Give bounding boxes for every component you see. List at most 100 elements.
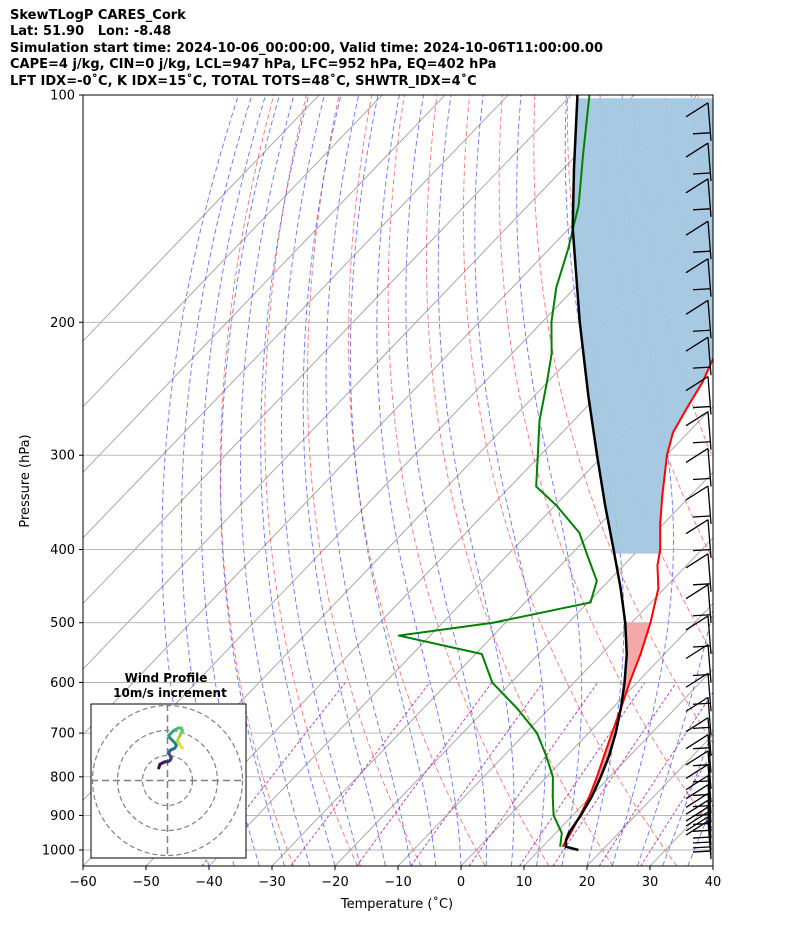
mixing-ratio-line — [468, 682, 599, 866]
moist-adiabat — [240, 95, 311, 866]
y-tick-label: 200 — [50, 316, 75, 331]
isotherm — [460, 602, 713, 866]
isotherm — [712, 865, 713, 866]
x-tick-label: 0 — [457, 875, 465, 890]
moist-adiabat — [349, 95, 437, 866]
isotherm — [334, 471, 713, 866]
x-tick-label: 40 — [705, 875, 722, 890]
y-tick-label: 500 — [50, 616, 75, 631]
y-axis-label: Pressure (hPa) — [18, 434, 33, 527]
wind-barb — [685, 299, 712, 339]
wind-barb — [685, 258, 712, 297]
y-tick-label: 900 — [50, 809, 75, 824]
hodograph-segment — [178, 744, 184, 750]
x-tick-label: −30 — [258, 875, 285, 890]
wind-barb — [685, 763, 712, 803]
x-tick-label: −10 — [384, 875, 411, 890]
moist-adiabat — [376, 95, 462, 866]
x-tick-label: 30 — [642, 875, 659, 890]
x-tick-label: 20 — [579, 875, 596, 890]
wind-barb — [685, 792, 712, 832]
moist-adiabat — [161, 95, 239, 866]
isotherm — [83, 95, 635, 670]
moist-adiabat — [260, 95, 336, 866]
dry-adiabat — [348, 95, 486, 866]
wind-barb — [685, 734, 712, 773]
y-tick-label: 1000 — [42, 844, 75, 859]
wind-barb — [685, 447, 712, 487]
y-tick-label: 100 — [50, 89, 75, 104]
x-tick-label: −40 — [195, 875, 222, 890]
mixing-ratio-line — [290, 682, 431, 866]
wind-barb — [685, 102, 712, 141]
isotherm — [83, 95, 383, 408]
wind-barb — [685, 784, 712, 823]
parcel-profile — [564, 95, 628, 852]
dry-adiabat — [533, 95, 713, 745]
isotherm — [83, 95, 446, 473]
dry-adiabat — [632, 95, 713, 460]
wind-barb — [685, 178, 712, 217]
x-axis-label: Temperature (˚C) — [340, 896, 453, 912]
dry-adiabat — [425, 95, 614, 866]
dry-adiabat — [307, 95, 422, 866]
x-tick-label: −60 — [69, 875, 96, 890]
cin-area — [572, 98, 713, 554]
moist-adiabat — [200, 95, 266, 866]
isotherm — [397, 537, 713, 866]
moist-adiabat — [281, 95, 361, 866]
moist-adiabat — [220, 95, 286, 866]
moist-adiabat — [437, 95, 515, 866]
moist-adiabat — [738, 95, 794, 866]
y-tick-label: 300 — [50, 449, 75, 464]
moist-adiabat — [516, 95, 583, 866]
indices-line: LFT IDX=-0˚C, K IDX=15˚C, TOTAL TOTS=48˚… — [10, 73, 477, 89]
wind-barb — [685, 750, 712, 789]
wind-barb — [685, 411, 712, 450]
isotherm — [145, 274, 713, 866]
mixing-ratio-line — [356, 682, 493, 866]
isotherm — [776, 95, 794, 866]
wind-barb — [685, 553, 712, 592]
hodograph-title: Wind Profile — [125, 671, 208, 685]
wind-barb — [685, 336, 712, 376]
x-tick-label: 10 — [516, 875, 533, 890]
wind-barb — [685, 142, 712, 182]
time-line: Simulation start time: 2024-10-06_00:00:… — [10, 40, 603, 56]
wind-barb — [685, 584, 712, 623]
mixing-ratio-line — [598, 691, 713, 866]
isotherm — [523, 668, 713, 866]
wind-barb — [685, 672, 712, 712]
isotherm — [83, 95, 320, 342]
mixing-ratio-line — [410, 682, 544, 866]
mixing-ratio-line — [552, 682, 677, 866]
y-tick-label: 800 — [50, 770, 75, 785]
cape-line: CAPE=4 j/kg, CIN=0 j/kg, LCL=947 hPa, LF… — [10, 57, 497, 73]
x-tick-label: −50 — [132, 875, 159, 890]
temperature-profile — [561, 356, 713, 848]
isotherm — [83, 95, 572, 605]
moist-adiabat — [181, 95, 253, 866]
location-line: Lat: 51.90 Lon: -8.48 — [10, 24, 172, 40]
wind-barb — [685, 485, 712, 525]
y-tick-label: 400 — [50, 543, 75, 558]
dewpoint-profile — [397, 95, 598, 847]
y-tick-label: 600 — [50, 676, 75, 691]
x-tick-label: −20 — [321, 875, 348, 890]
wind-barb — [685, 220, 712, 260]
wind-barb — [685, 717, 712, 756]
isotherm — [208, 340, 713, 866]
dry-adiabat — [264, 95, 358, 866]
mixing-ratio-line — [519, 682, 646, 866]
isotherm — [83, 95, 509, 539]
chart-title-block: SkewTLogP CARES_Cork Lat: 51.90 Lon: -8.… — [10, 8, 603, 90]
moist-adiabat — [662, 727, 713, 866]
mixing-ratio-line — [640, 751, 713, 866]
dry-adiabat — [387, 95, 550, 866]
moist-adiabat — [325, 95, 412, 866]
cape-area — [567, 622, 651, 837]
wind-barb — [685, 615, 712, 655]
hodograph-inset: Wind Profile 10m/s increment — [90, 671, 247, 859]
dry-adiabat — [763, 95, 794, 866]
